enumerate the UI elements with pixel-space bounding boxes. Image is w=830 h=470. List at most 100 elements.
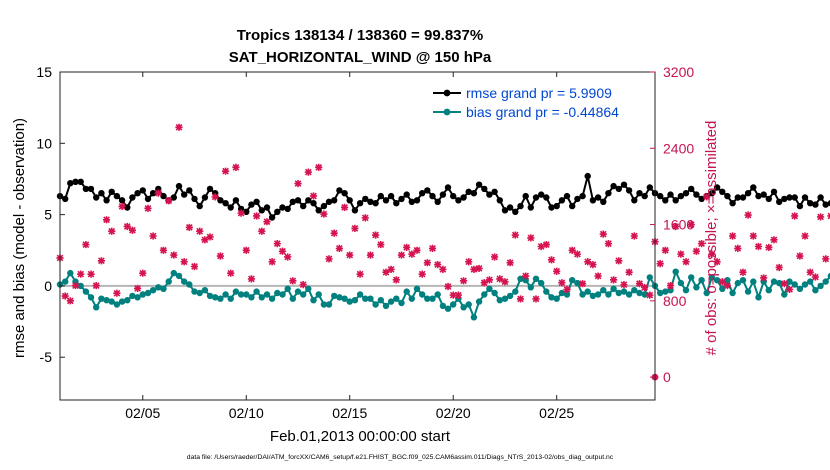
obs-assimilated-point — [284, 253, 292, 261]
bias-point — [170, 269, 177, 277]
rmse-point — [672, 197, 679, 204]
bias-point — [393, 295, 400, 302]
obs-assimilated-point — [118, 202, 126, 211]
bias-point — [217, 295, 224, 302]
obs-assimilated-point — [196, 227, 204, 235]
bias-point — [708, 274, 716, 281]
data-file-footer: data file: /Users/raeder/DAI/ATM_forcXX/… — [187, 454, 614, 461]
bias-point — [677, 279, 685, 287]
rmse-point — [217, 197, 224, 204]
bias-point — [501, 295, 509, 302]
y-tick-label-right: 3200 — [663, 64, 694, 80]
obs-assimilated-point — [227, 269, 235, 277]
obs-assimilated-point — [258, 227, 266, 235]
rmse-point — [434, 198, 441, 205]
obs-assimilated-point — [253, 212, 261, 220]
obs-assimilated-point — [718, 278, 726, 286]
rmse-point — [175, 182, 183, 190]
bias-point — [667, 287, 674, 294]
bias-point — [191, 288, 198, 295]
rmse-point — [372, 200, 379, 207]
rmse-point — [682, 190, 690, 197]
bias-point — [827, 272, 830, 279]
rmse-point — [398, 195, 405, 203]
obs-assimilated-point — [610, 276, 618, 284]
rmse-point — [248, 201, 255, 208]
rmse-point — [232, 197, 240, 204]
y-axis-right-label: # of obs: o=possible; ×=assimilated — [703, 121, 720, 356]
bias-point — [812, 287, 819, 294]
obs-assimilated-point — [516, 295, 525, 303]
obs-assimilated-point — [273, 240, 281, 248]
obs-assimilated-point — [108, 227, 116, 235]
bias-point — [744, 288, 752, 295]
rmse-point — [263, 204, 271, 211]
obs-assimilated-point — [128, 226, 137, 234]
bias-point — [232, 288, 240, 295]
obs-assimilated-point — [263, 218, 271, 226]
obs-assimilated-point — [77, 270, 85, 278]
rmse-point — [408, 198, 415, 205]
rmse-point — [284, 205, 291, 213]
rmse-point — [300, 202, 307, 210]
rmse-point — [439, 191, 447, 198]
obs-assimilated-point — [661, 246, 669, 254]
bias-point — [781, 291, 788, 298]
bias-point — [134, 294, 141, 301]
rmse-point — [403, 191, 410, 198]
x-tick-label: 02/20 — [436, 405, 471, 421]
y-tick-label-right: 800 — [663, 293, 687, 309]
bias-point — [279, 291, 286, 298]
bias-point — [481, 291, 488, 298]
bias-point — [237, 291, 245, 298]
obs-assimilated-point — [822, 255, 830, 263]
obs-assimilated-point — [765, 243, 773, 252]
rmse-point — [377, 192, 384, 200]
rmse-point — [149, 190, 157, 197]
bias-point — [553, 295, 560, 302]
bias-point — [274, 289, 281, 297]
bias-point — [243, 291, 250, 298]
obs-assimilated-point — [87, 270, 95, 278]
obs-assimilated-point — [816, 213, 825, 221]
obs-assimilated-point — [315, 163, 323, 171]
rmse-point — [124, 204, 131, 211]
bias-point — [527, 284, 534, 291]
chart-title: Tropics 138134 / 138360 = 99.837% — [237, 27, 483, 44]
obs-assimilated-point — [754, 242, 763, 251]
y-tick-label-right: 1600 — [663, 217, 694, 233]
obs-assimilated-point — [723, 281, 732, 290]
rmse-point — [563, 192, 571, 200]
bias-point — [67, 269, 74, 277]
obs-assimilated-point — [185, 223, 193, 232]
bias-point — [149, 287, 157, 294]
bias-point — [719, 285, 726, 292]
obs-assimilated-point — [330, 229, 338, 237]
rmse-point — [289, 198, 296, 205]
rmse-point — [186, 187, 193, 194]
rmse-point — [548, 204, 555, 211]
bias-point — [186, 281, 193, 288]
rmse-point — [118, 197, 126, 204]
bias-point — [682, 287, 690, 294]
bias-point — [657, 289, 664, 297]
obs-assimilated-point — [242, 246, 250, 254]
obs-assimilated-point — [428, 244, 437, 252]
obs-assimilated-point — [423, 259, 431, 267]
obs-assimilated-point — [113, 289, 121, 297]
legend: rmse grand pr = 5.9909 bias grand pr = -0… — [433, 85, 619, 120]
bias-point — [729, 289, 736, 297]
bias-point — [569, 277, 576, 284]
bias-point — [532, 275, 540, 282]
bias-point — [419, 291, 426, 298]
rmse-point — [579, 192, 586, 200]
bias-point — [615, 289, 622, 297]
bias-point — [439, 302, 447, 310]
rmse-point — [113, 192, 121, 200]
rmse-point — [506, 204, 514, 211]
x-axis-label: Feb.01,2013 00:00:00 start — [270, 428, 451, 445]
bias-point — [155, 284, 162, 291]
obs-assimilated-point — [206, 233, 214, 241]
bias-point — [346, 298, 353, 305]
